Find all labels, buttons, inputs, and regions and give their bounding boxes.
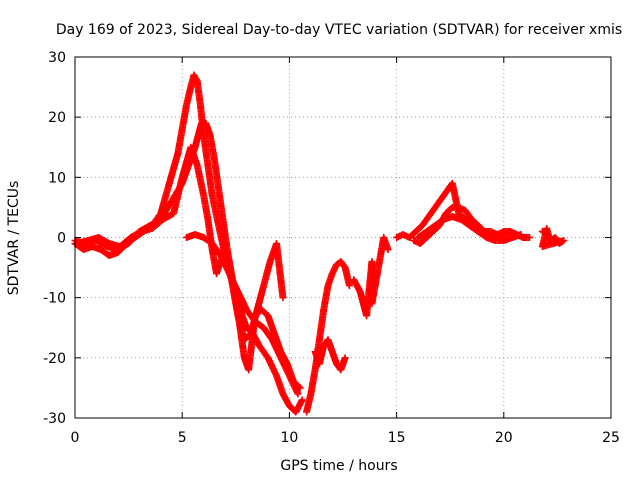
data-point xyxy=(547,240,555,248)
data-point xyxy=(341,354,349,362)
y-tick-label: -10 xyxy=(43,291,66,307)
y-tick-label: -20 xyxy=(43,351,66,367)
data-points xyxy=(71,71,568,416)
x-tick-label: 25 xyxy=(602,430,620,446)
x-tick-label: 0 xyxy=(71,430,80,446)
data-point xyxy=(517,230,525,238)
x-axis-label: GPS time / hours xyxy=(280,458,397,474)
x-tick-label: 10 xyxy=(280,430,298,446)
y-axis-label: SDTVAR / TECUs xyxy=(6,181,22,296)
x-tick-label: 20 xyxy=(495,430,513,446)
y-tick-label: 0 xyxy=(57,231,66,247)
data-point xyxy=(294,390,302,398)
series-track-c xyxy=(73,143,287,344)
data-point xyxy=(526,234,534,241)
data-point xyxy=(298,396,306,404)
data-point xyxy=(384,246,392,254)
series-track-k xyxy=(538,224,568,251)
series-track-d xyxy=(182,230,302,398)
x-tick-label: 15 xyxy=(388,430,406,446)
axis-ticks: 0 5 10 15 20 25 -30 -20 -10 0 10 20 30 xyxy=(43,50,620,446)
y-tick-label: -30 xyxy=(43,411,66,427)
series-track-j xyxy=(414,212,525,245)
y-tick-label: 20 xyxy=(48,110,66,126)
series-track-f xyxy=(311,336,349,374)
chart-title: Day 169 of 2023, Sidereal Day-to-day VTE… xyxy=(56,22,622,38)
data-point xyxy=(345,282,353,290)
y-tick-label: 10 xyxy=(48,170,66,186)
y-tick-label: 30 xyxy=(48,50,66,66)
x-tick-label: 5 xyxy=(178,430,187,446)
series-track-g xyxy=(350,234,392,320)
data-point xyxy=(279,294,287,302)
